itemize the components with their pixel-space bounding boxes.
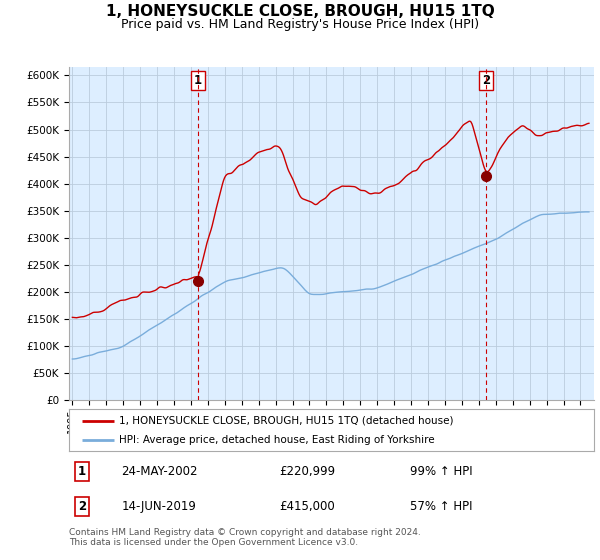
Text: 1, HONEYSUCKLE CLOSE, BROUGH, HU15 1TQ (detached house): 1, HONEYSUCKLE CLOSE, BROUGH, HU15 1TQ (… <box>119 416 454 426</box>
Text: Price paid vs. HM Land Registry's House Price Index (HPI): Price paid vs. HM Land Registry's House … <box>121 18 479 31</box>
Text: £220,999: £220,999 <box>279 465 335 478</box>
Text: £415,000: £415,000 <box>279 500 335 512</box>
Text: HPI: Average price, detached house, East Riding of Yorkshire: HPI: Average price, detached house, East… <box>119 435 434 445</box>
Text: 1: 1 <box>78 465 86 478</box>
Text: 57% ↑ HPI: 57% ↑ HPI <box>410 500 473 512</box>
Text: Contains HM Land Registry data © Crown copyright and database right 2024.
This d: Contains HM Land Registry data © Crown c… <box>69 528 421 547</box>
Text: 2: 2 <box>482 74 491 87</box>
Text: 1, HONEYSUCKLE CLOSE, BROUGH, HU15 1TQ: 1, HONEYSUCKLE CLOSE, BROUGH, HU15 1TQ <box>106 4 494 19</box>
Text: 1: 1 <box>193 74 202 87</box>
Text: 24-MAY-2002: 24-MAY-2002 <box>121 465 198 478</box>
Text: 14-JUN-2019: 14-JUN-2019 <box>121 500 196 512</box>
Text: 99% ↑ HPI: 99% ↑ HPI <box>410 465 473 478</box>
Text: 2: 2 <box>78 500 86 512</box>
